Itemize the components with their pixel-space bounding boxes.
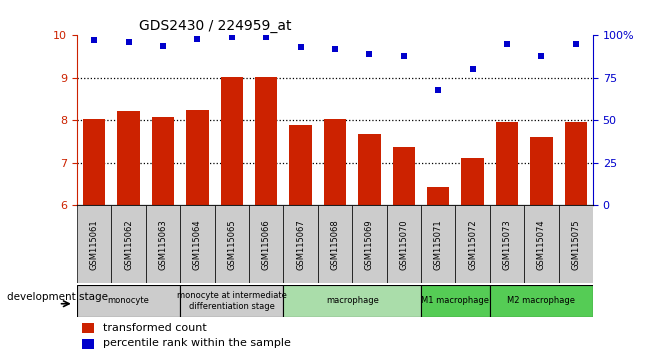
Text: M1 macrophage: M1 macrophage	[421, 296, 489, 306]
Text: macrophage: macrophage	[326, 296, 379, 306]
Text: GSM115061: GSM115061	[90, 219, 98, 270]
Text: GDS2430 / 224959_at: GDS2430 / 224959_at	[139, 19, 291, 33]
Bar	[352, 205, 387, 283]
Bar	[283, 205, 318, 283]
Bar	[421, 285, 490, 317]
Bar	[393, 147, 415, 205]
Text: GSM115070: GSM115070	[399, 219, 408, 270]
Bar	[214, 205, 249, 283]
Bar	[318, 205, 352, 283]
Bar	[358, 134, 381, 205]
Text: GSM115068: GSM115068	[330, 219, 340, 270]
Bar	[283, 285, 421, 317]
Bar	[387, 205, 421, 283]
Text: GSM115072: GSM115072	[468, 219, 477, 270]
Bar	[289, 125, 312, 205]
Text: transformed count: transformed count	[103, 322, 206, 332]
Bar	[82, 323, 94, 333]
Point	[89, 38, 100, 43]
Bar	[186, 110, 208, 205]
Bar	[152, 116, 174, 205]
Bar	[249, 205, 283, 283]
Point	[261, 34, 271, 40]
Point	[123, 39, 134, 45]
Bar	[146, 205, 180, 283]
Text: GSM115063: GSM115063	[159, 219, 168, 270]
Bar	[82, 339, 94, 349]
Bar	[220, 76, 243, 205]
Point	[536, 53, 547, 59]
Point	[192, 36, 203, 42]
Bar	[324, 119, 346, 205]
Text: GSM115066: GSM115066	[262, 219, 271, 270]
Bar	[83, 119, 105, 205]
Point	[226, 34, 237, 40]
Bar	[456, 205, 490, 283]
Bar	[427, 187, 450, 205]
Text: monocyte: monocyte	[108, 296, 149, 306]
Point	[364, 51, 375, 57]
Bar	[559, 205, 593, 283]
Bar	[77, 285, 180, 317]
Text: GSM115073: GSM115073	[502, 219, 511, 270]
Text: percentile rank within the sample: percentile rank within the sample	[103, 338, 291, 348]
Bar	[496, 122, 518, 205]
Text: GSM115062: GSM115062	[124, 219, 133, 270]
Point	[502, 41, 513, 47]
Bar	[490, 205, 524, 283]
Point	[330, 46, 340, 52]
Bar	[180, 205, 214, 283]
Point	[467, 67, 478, 72]
Bar	[524, 205, 559, 283]
Point	[295, 45, 306, 50]
Bar	[117, 111, 140, 205]
Bar	[111, 205, 146, 283]
Bar	[565, 122, 587, 205]
Bar	[255, 76, 277, 205]
Bar	[421, 205, 456, 283]
Text: GSM115064: GSM115064	[193, 219, 202, 270]
Text: GSM115075: GSM115075	[572, 219, 580, 270]
Bar	[530, 137, 553, 205]
Text: GSM115074: GSM115074	[537, 219, 546, 270]
Bar	[77, 205, 111, 283]
Text: GSM115065: GSM115065	[227, 219, 237, 270]
Text: development stage: development stage	[7, 292, 108, 302]
Point	[399, 53, 409, 59]
Text: M2 macrophage: M2 macrophage	[507, 296, 576, 306]
Text: GSM115069: GSM115069	[365, 219, 374, 270]
Bar	[490, 285, 593, 317]
Text: GSM115067: GSM115067	[296, 219, 305, 270]
Text: monocyte at intermediate
differentiation stage: monocyte at intermediate differentiation…	[177, 291, 287, 310]
Bar	[462, 158, 484, 205]
Bar	[180, 285, 283, 317]
Point	[570, 41, 581, 47]
Point	[157, 43, 168, 48]
Text: GSM115071: GSM115071	[433, 219, 443, 270]
Point	[433, 87, 444, 93]
